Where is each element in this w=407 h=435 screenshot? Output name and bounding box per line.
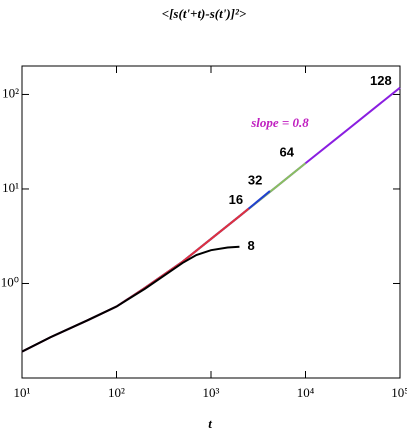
series-line bbox=[21, 86, 401, 353]
chart-title: <[s(t'+t)-s(t')]²> bbox=[162, 6, 247, 21]
y-tick-label: 10² bbox=[2, 85, 19, 100]
y-tick-label: 10¹ bbox=[2, 180, 19, 195]
series-line bbox=[21, 245, 240, 353]
x-tick-label: 10⁴ bbox=[297, 385, 315, 400]
x-tick-label: 10² bbox=[108, 385, 125, 400]
x-tick-label: 10³ bbox=[203, 385, 220, 400]
series-label: 8 bbox=[247, 238, 254, 253]
series-line bbox=[21, 190, 271, 353]
plot-frame bbox=[21, 65, 401, 379]
y-tick-label: 10⁰ bbox=[1, 274, 19, 289]
series-label: 64 bbox=[280, 145, 295, 160]
series-label: 32 bbox=[248, 173, 262, 188]
series-line bbox=[21, 207, 250, 353]
series-line bbox=[21, 162, 307, 353]
x-tick-label: 10¹ bbox=[14, 385, 31, 400]
x-axis-label: t bbox=[208, 416, 212, 431]
x-tick-label: 10⁵ bbox=[391, 385, 407, 400]
annotation: slope = 0.8 bbox=[250, 115, 309, 130]
series-label: 128 bbox=[370, 73, 392, 88]
series-label: 16 bbox=[229, 192, 243, 207]
